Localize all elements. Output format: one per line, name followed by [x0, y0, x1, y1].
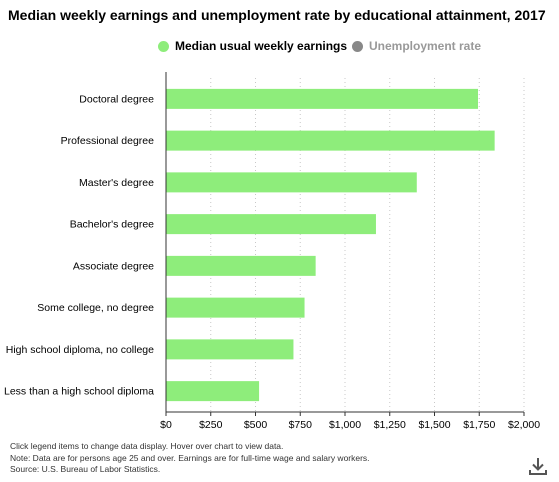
category-label: Doctoral degree [79, 93, 154, 105]
category-label: Bachelor's degree [70, 219, 154, 231]
x-tick-label: $1,750 [463, 419, 495, 431]
footnote-note: Note: Data are for persons age 25 and ov… [10, 452, 370, 463]
legend-label-unemployment: Unemployment rate [369, 39, 482, 53]
legend-label-earnings: Median usual weekly earnings [175, 39, 348, 53]
x-tick-label: $2,000 [508, 419, 540, 431]
x-tick-label: $0 [160, 419, 172, 431]
x-tick-label: $250 [199, 419, 223, 431]
bar[interactable] [166, 88, 478, 109]
x-tick-label: $1,500 [418, 419, 450, 431]
bar[interactable] [166, 172, 417, 193]
chart-plot[interactable]: $0 $250 $500 $750 $1,000 $1,250 $1,500 $1,750 $2… [0, 0, 559, 440]
category-label: Less than a high school diploma [4, 386, 154, 398]
download-icon[interactable] [527, 455, 549, 477]
bar[interactable] [166, 381, 260, 402]
bar[interactable] [166, 339, 294, 360]
bar[interactable] [166, 214, 376, 235]
category-label: Master's degree [79, 177, 154, 189]
category-label: Associate degree [73, 260, 154, 272]
x-tick-label: $1,000 [329, 419, 361, 431]
footnote-source: Source: U.S. Bureau of Labor Statistics. [10, 464, 161, 474]
x-tick-label: $1,250 [374, 419, 406, 431]
x-tick-label: $500 [244, 419, 268, 431]
legend-marker-unemployment [352, 40, 363, 52]
bar[interactable] [166, 255, 316, 276]
footnote-instructions: Click legend items to change data displa… [10, 441, 284, 451]
legend-item-earnings[interactable]: Median usual weekly earnings [158, 39, 347, 53]
bar[interactable] [166, 297, 305, 318]
chart-title: Median weekly earnings and unemployment … [8, 7, 546, 23]
category-label: High school diploma, no college [6, 344, 154, 356]
legend-item-unemployment[interactable]: Unemployment rate [352, 39, 481, 53]
footnotes: Click legend items to change data displa… [10, 441, 370, 476]
x-tick-label: $750 [289, 419, 313, 431]
bar[interactable] [166, 130, 495, 151]
legend-marker-earnings [158, 40, 169, 52]
category-label: Professional degree [61, 135, 155, 147]
category-label: Some college, no degree [37, 302, 154, 314]
